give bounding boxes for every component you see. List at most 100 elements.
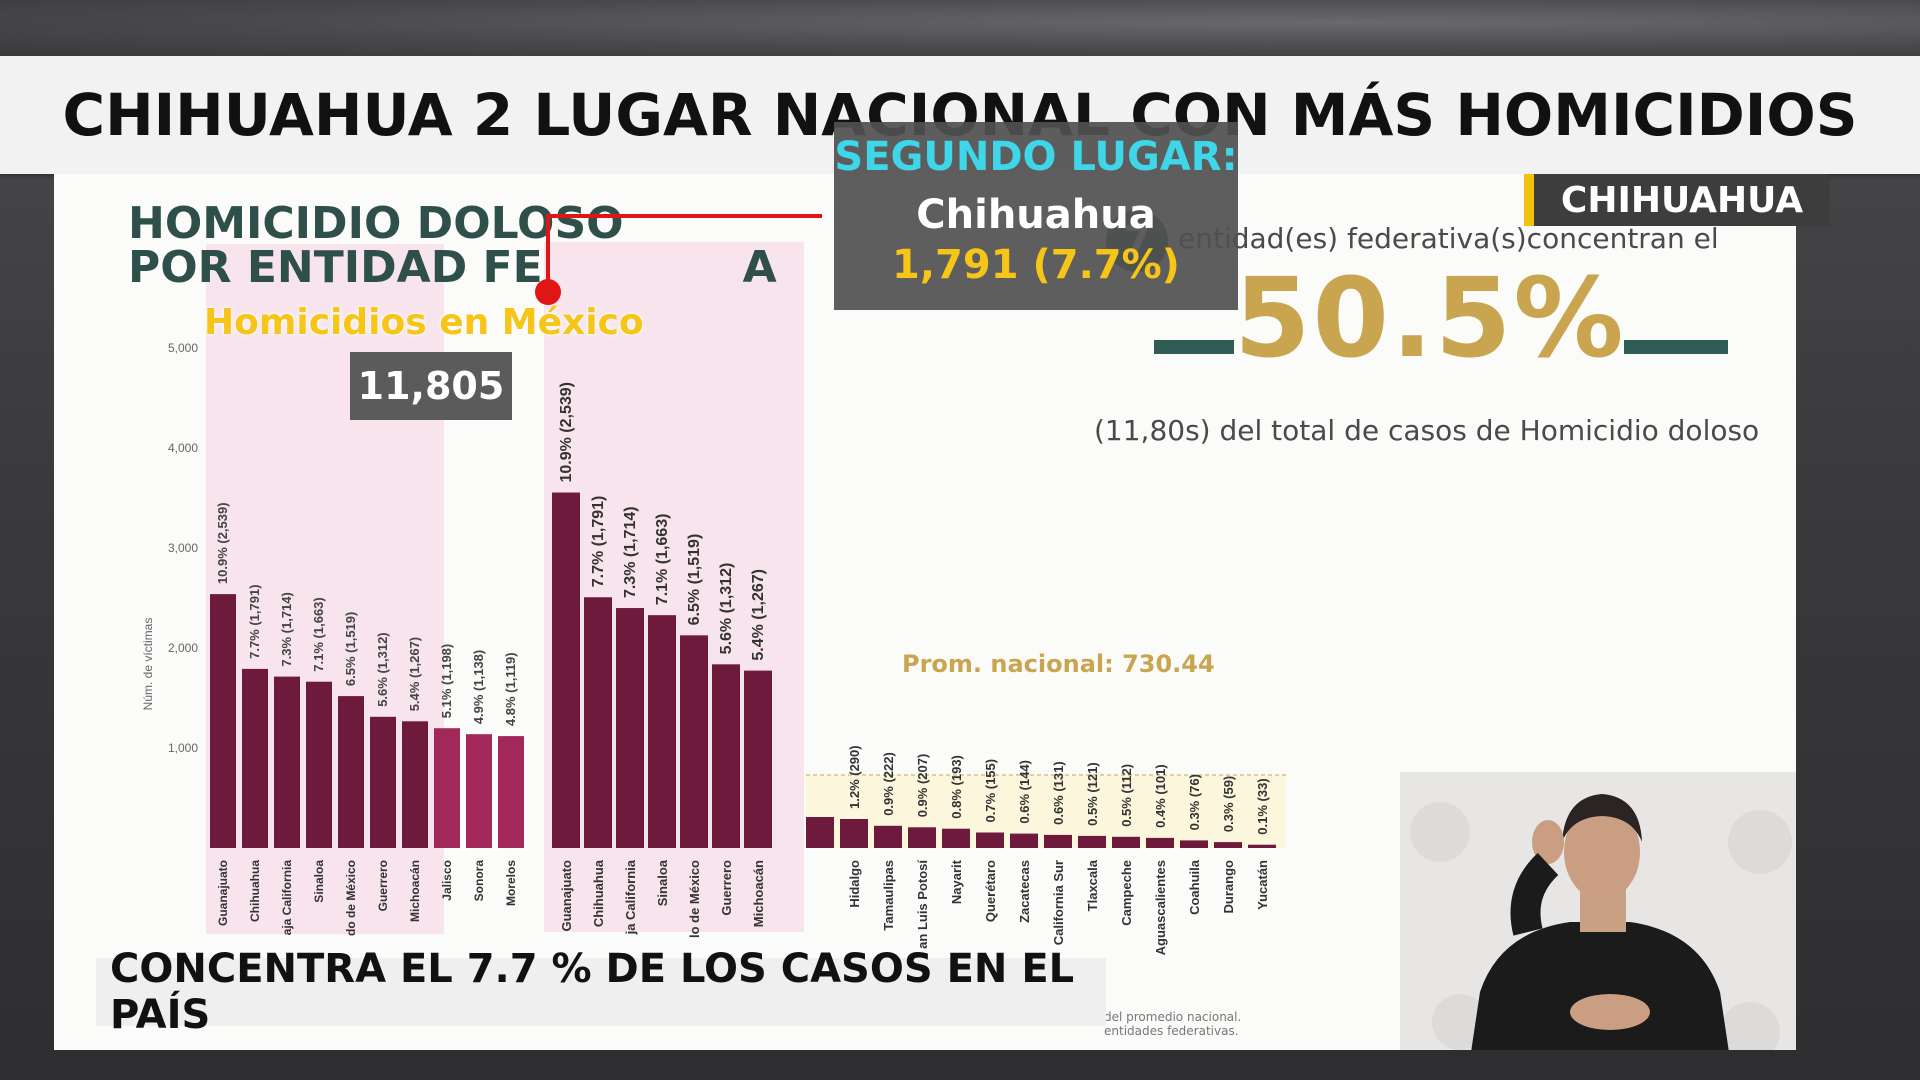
bar-right-value-label: 0.6% (131) [1051,761,1066,825]
bar-right-value-label: 6.5% (1,519) [686,534,703,626]
bar-right-category-label: Michoacán [751,860,766,927]
overlay-label: Homicidios en México [204,302,644,343]
bar-right-value-label: 0.3% (76) [1187,774,1202,830]
bar-left-value-label: 6.5% (1,519) [343,612,358,686]
bar-right-value-label: 7.3% (1,714) [622,506,639,598]
bar-right-category-label: Coahuila [1187,859,1202,915]
bar-left-category-label: Jalisco [440,860,454,901]
bar-right-14 [1044,834,1072,848]
bar-left-5 [370,716,396,848]
y-tick-label: 2,000 [168,641,198,655]
bar-right-category-label: Aguascalientes [1153,860,1168,955]
background-world-map [0,0,1920,56]
big-percentage: 50.5% [1234,254,1626,382]
callout-connector-horizontal [546,214,822,218]
bar-right-category-label: California Sur [1051,860,1066,945]
bar-right-value-label: 0.6% (144) [1017,760,1032,824]
national-average-label: Prom. nacional: 730.44 [902,650,1215,678]
bar-right-19 [1214,842,1242,848]
bar-left-8 [466,734,492,848]
overlay-total-value: 11,805 [357,364,505,408]
bar-left-value-label: 4.9% (1,138) [471,650,486,724]
y-tick-label: 3,000 [168,541,198,555]
pct-dash-right [1624,340,1728,354]
bar-left-value-label: 10.9% (2,539) [215,502,230,584]
bar-right-value-label: 10.9% (2,539) [558,382,575,483]
bar-right-category-label: Durango [1221,860,1236,914]
bar-right-value-label: 0.5% (112) [1119,764,1134,827]
bar-left-1 [242,668,268,848]
bar-right-category-label: ja California [623,859,638,935]
homicide-chart: 5,000 4,000 3,000 2,000 1,000 Núm. de víctima… [141,341,1286,955]
bar-left-value-label: 7.3% (1,714) [279,592,294,666]
state-tag-text: CHIHUAHUA [1560,179,1804,221]
interpreter-figure [1400,772,1796,1050]
callout-value: 1,791 (7.7%) [892,242,1180,288]
bar-right-13 [1010,833,1038,848]
bar-left-category-label: Sinaloa [312,860,326,903]
bar-left-2 [274,676,300,848]
bar-left-category-label: Morelos [504,860,518,906]
bar-right-0 [552,492,580,848]
y-axis-label: Núm. de víctimas [141,618,155,711]
slide-title: HOMICIDIO DOLOSO POR ENTIDAD FE A [128,202,777,290]
slide-title-line2-text: POR ENTIDAD FE [128,242,543,293]
bar-right-category-label: Hidalgo [847,860,862,908]
bar-right-10 [908,827,936,848]
bar-right-2 [616,608,644,848]
bar-left-category-label: do de México [344,860,358,936]
bar-left-0 [210,594,236,848]
bar-right-category-label: Tamaulipas [881,860,896,931]
bar-right-category-label: Nayarit [949,859,964,904]
bar-right-18 [1180,840,1208,848]
bar-right-15 [1078,835,1106,848]
bar-left-category-label: Guanajuato [216,860,230,926]
bar-right-category-label: Zacatecas [1017,860,1032,923]
footnote-right-line2: entidades federativas. [1104,1024,1239,1038]
bar-right-5 [712,664,740,848]
bar-right-category-label: Querétaro [983,860,998,922]
footnote-right: del promedio nacional. entidades federat… [1104,1010,1241,1038]
bar-right-8 [840,819,868,848]
bar-right-17 [1146,837,1174,848]
bar-right-7 [806,817,834,848]
bar-left-value-label: 7.7% (1,791) [247,584,262,658]
bar-right-16 [1112,836,1140,848]
callout-state: Chihuahua [916,192,1156,238]
bar-right-value-label: 5.6% (1,312) [718,563,735,655]
bar-right-20 [1248,844,1276,848]
bar-right-6 [744,670,772,848]
bar-right-value-label: 5.4% (1,267) [750,569,767,661]
lower-third-caption: CONCENTRA EL 7.7 % DE LOS CASOS EN EL PA… [96,946,1106,1038]
bar-right-category-label: Guerrero [719,860,734,916]
bar-left-category-label: aja California [280,860,294,936]
bar-left-category-label: Guerrero [376,860,390,911]
bar-right-category-label: Guanajuato [559,860,574,932]
bar-right-value-label: 0.9% (222) [881,752,896,816]
bar-left-4 [338,696,364,848]
bar-right-category-label: Chihuahua [591,859,606,927]
bar-left-value-label: 5.1% (1,198) [439,644,454,718]
slide-title-suffix: A [742,242,777,293]
callout-title: SEGUNDO LUGAR: [834,134,1238,180]
footnote-right-line1: del promedio nacional. [1104,1010,1242,1024]
bar-left-category-label: Michoacán [408,860,422,922]
bar-right-value-label: 0.8% (193) [949,755,964,819]
bar-right-value-label: 0.7% (155) [983,759,998,823]
entidades-text: entidad(es) federativa(s)concentran el [1178,222,1719,255]
bar-left-value-label: 4.8% (1,119) [503,652,518,726]
overlay-total-box: 11,805 [350,352,512,420]
y-tick-label: 5,000 [168,341,198,355]
bar-right-value-label: 0.5% (121) [1085,762,1100,826]
headline-banner: CHIHUAHUA 2 LUGAR NACIONAL CON MÁS HOMIC… [0,56,1920,174]
presentation-slide: HOMICIDIO DOLOSO POR ENTIDAD FEA 7 entid… [54,174,1796,1050]
bar-right-value-label: 0.3% (59) [1221,776,1236,832]
pct-dash-left [1154,340,1234,354]
state-tag: CHIHUAHUA [1524,174,1830,226]
bar-right-category-label: Campeche [1119,860,1134,926]
bar-left-value-label: 5.4% (1,267) [407,637,422,711]
bar-right-1 [584,597,612,848]
bar-right-category-label: Tlaxcala [1085,859,1100,911]
bar-left-category-label: Chihuahua [248,860,262,922]
total-casos-text: (11,80s) del total de casos de Homicidio… [1094,414,1760,447]
